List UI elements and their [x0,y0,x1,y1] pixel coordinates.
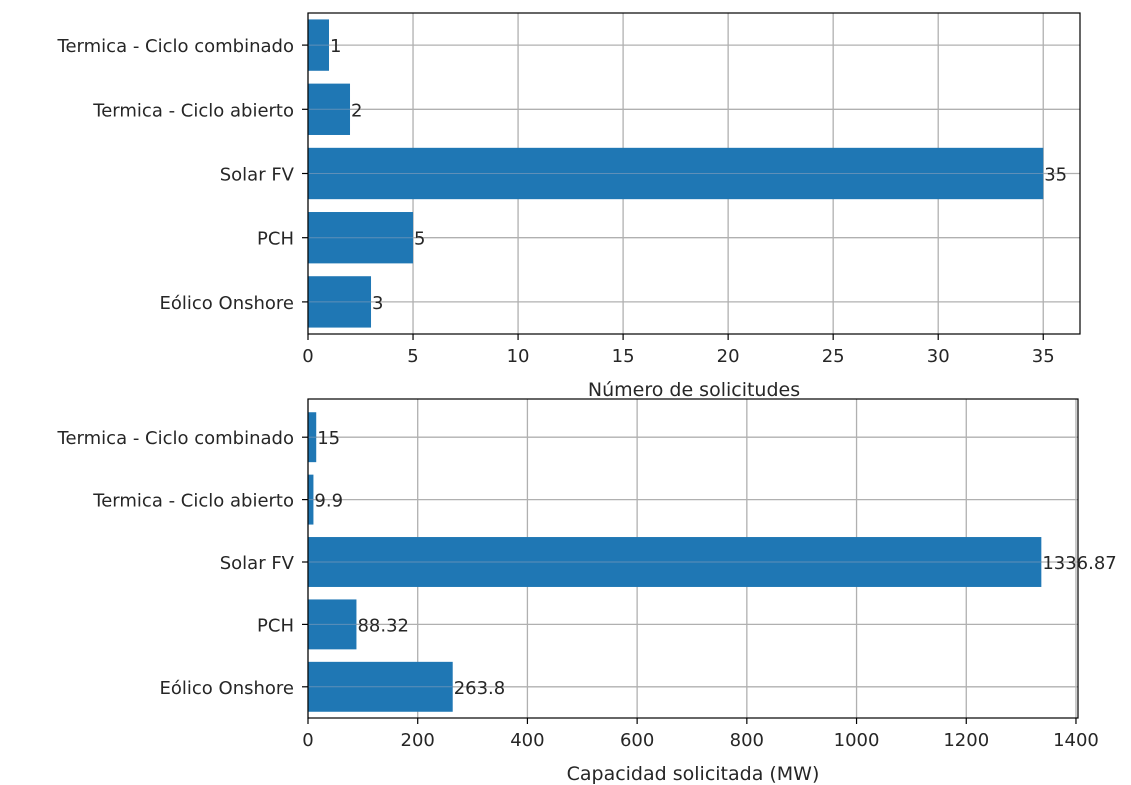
x-axis-label: Número de solicitudes [588,379,800,401]
data-label: 5 [414,229,425,250]
axes-frame [307,398,1079,719]
y-tick-label: Termica - Ciclo combinado [57,36,294,57]
data-label: 1 [330,36,341,57]
x-tick-label: 0 [302,346,313,367]
x-axis-label: Capacidad solicitada (MW) [567,763,820,785]
data-label: 2 [351,100,362,121]
x-tick-label: 800 [730,730,764,751]
y-tick-label: Termica - Ciclo combinado [57,428,294,449]
x-tick-label: 10 [507,346,530,367]
data-label: 35 [1044,165,1067,186]
data-label: 88.32 [357,615,409,636]
y-tick-label: Eólico Onshore [160,678,294,699]
x-tick-label: 5 [407,346,418,367]
y-tick-label: PCH [257,229,294,250]
x-tick-label: 15 [612,346,635,367]
data-label: 3 [372,293,383,314]
x-tick-label: 25 [822,346,845,367]
x-tick-label: 35 [1032,346,1055,367]
data-label: 263.8 [454,678,506,699]
data-label: 15 [317,428,340,449]
x-tick-label: 1200 [943,730,989,751]
data-label: 9.9 [314,491,343,512]
x-tick-label: 400 [510,730,544,751]
data-label: 1336.87 [1042,553,1116,574]
x-tick-label: 200 [401,730,435,751]
chart-requested-capacity: 0 200 400 600 800 1000 1200 1400 Eólico Onshore P… [57,398,1117,785]
x-tick-label: 1400 [1053,730,1099,751]
x-tick-label: 0 [302,730,313,751]
y-tick-label: PCH [257,615,294,636]
x-tick-label: 1000 [834,730,880,751]
y-tick-label: Termica - Ciclo abierto [92,100,294,121]
y-tick-label: Termica - Ciclo abierto [92,491,294,512]
x-tick-label: 30 [927,346,950,367]
y-tick-label: Eólico Onshore [160,293,294,314]
y-tick-label: Solar FV [220,553,295,574]
x-tick-label: 600 [620,730,654,751]
y-tick-label: Solar FV [220,165,295,186]
x-tick-label: 20 [717,346,740,367]
